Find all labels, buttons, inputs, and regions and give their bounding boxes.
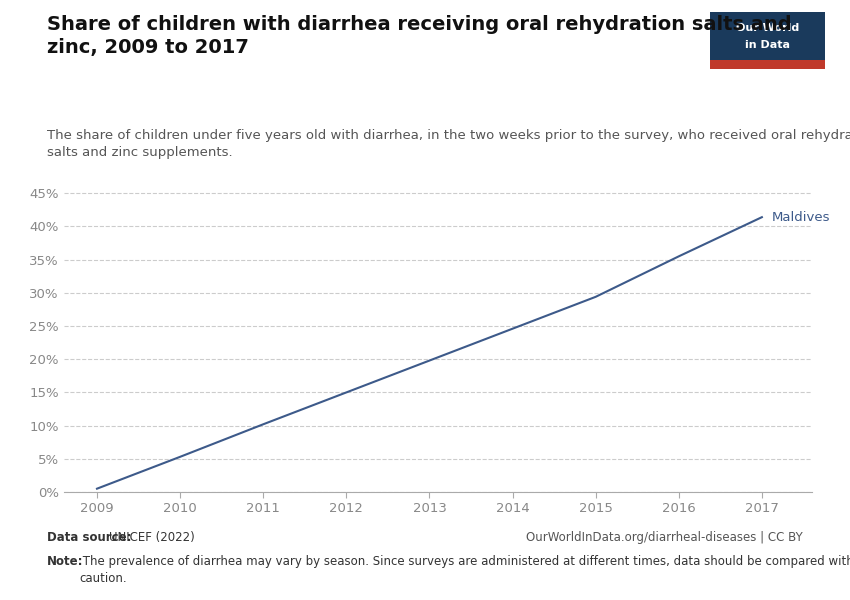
Text: Maldives: Maldives bbox=[772, 211, 830, 224]
Text: in Data: in Data bbox=[745, 40, 790, 50]
Text: OurWorldInData.org/diarrheal-diseases | CC BY: OurWorldInData.org/diarrheal-diseases | … bbox=[526, 531, 803, 544]
Bar bbox=[710, 12, 824, 61]
Text: Note:: Note: bbox=[47, 555, 83, 568]
Text: Our World: Our World bbox=[735, 23, 799, 33]
Text: Data source:: Data source: bbox=[47, 531, 135, 544]
Text: Share of children with diarrhea receiving oral rehydration salts and
zinc, 2009 : Share of children with diarrhea receivin… bbox=[47, 15, 791, 58]
Text: UNICEF (2022): UNICEF (2022) bbox=[109, 531, 195, 544]
Text: The share of children under five years old with diarrhea, in the two weeks prior: The share of children under five years o… bbox=[47, 129, 850, 159]
Text: The prevalence of diarrhea may vary by season. Since surveys are administered at: The prevalence of diarrhea may vary by s… bbox=[79, 555, 850, 585]
Bar bbox=[710, 61, 824, 69]
